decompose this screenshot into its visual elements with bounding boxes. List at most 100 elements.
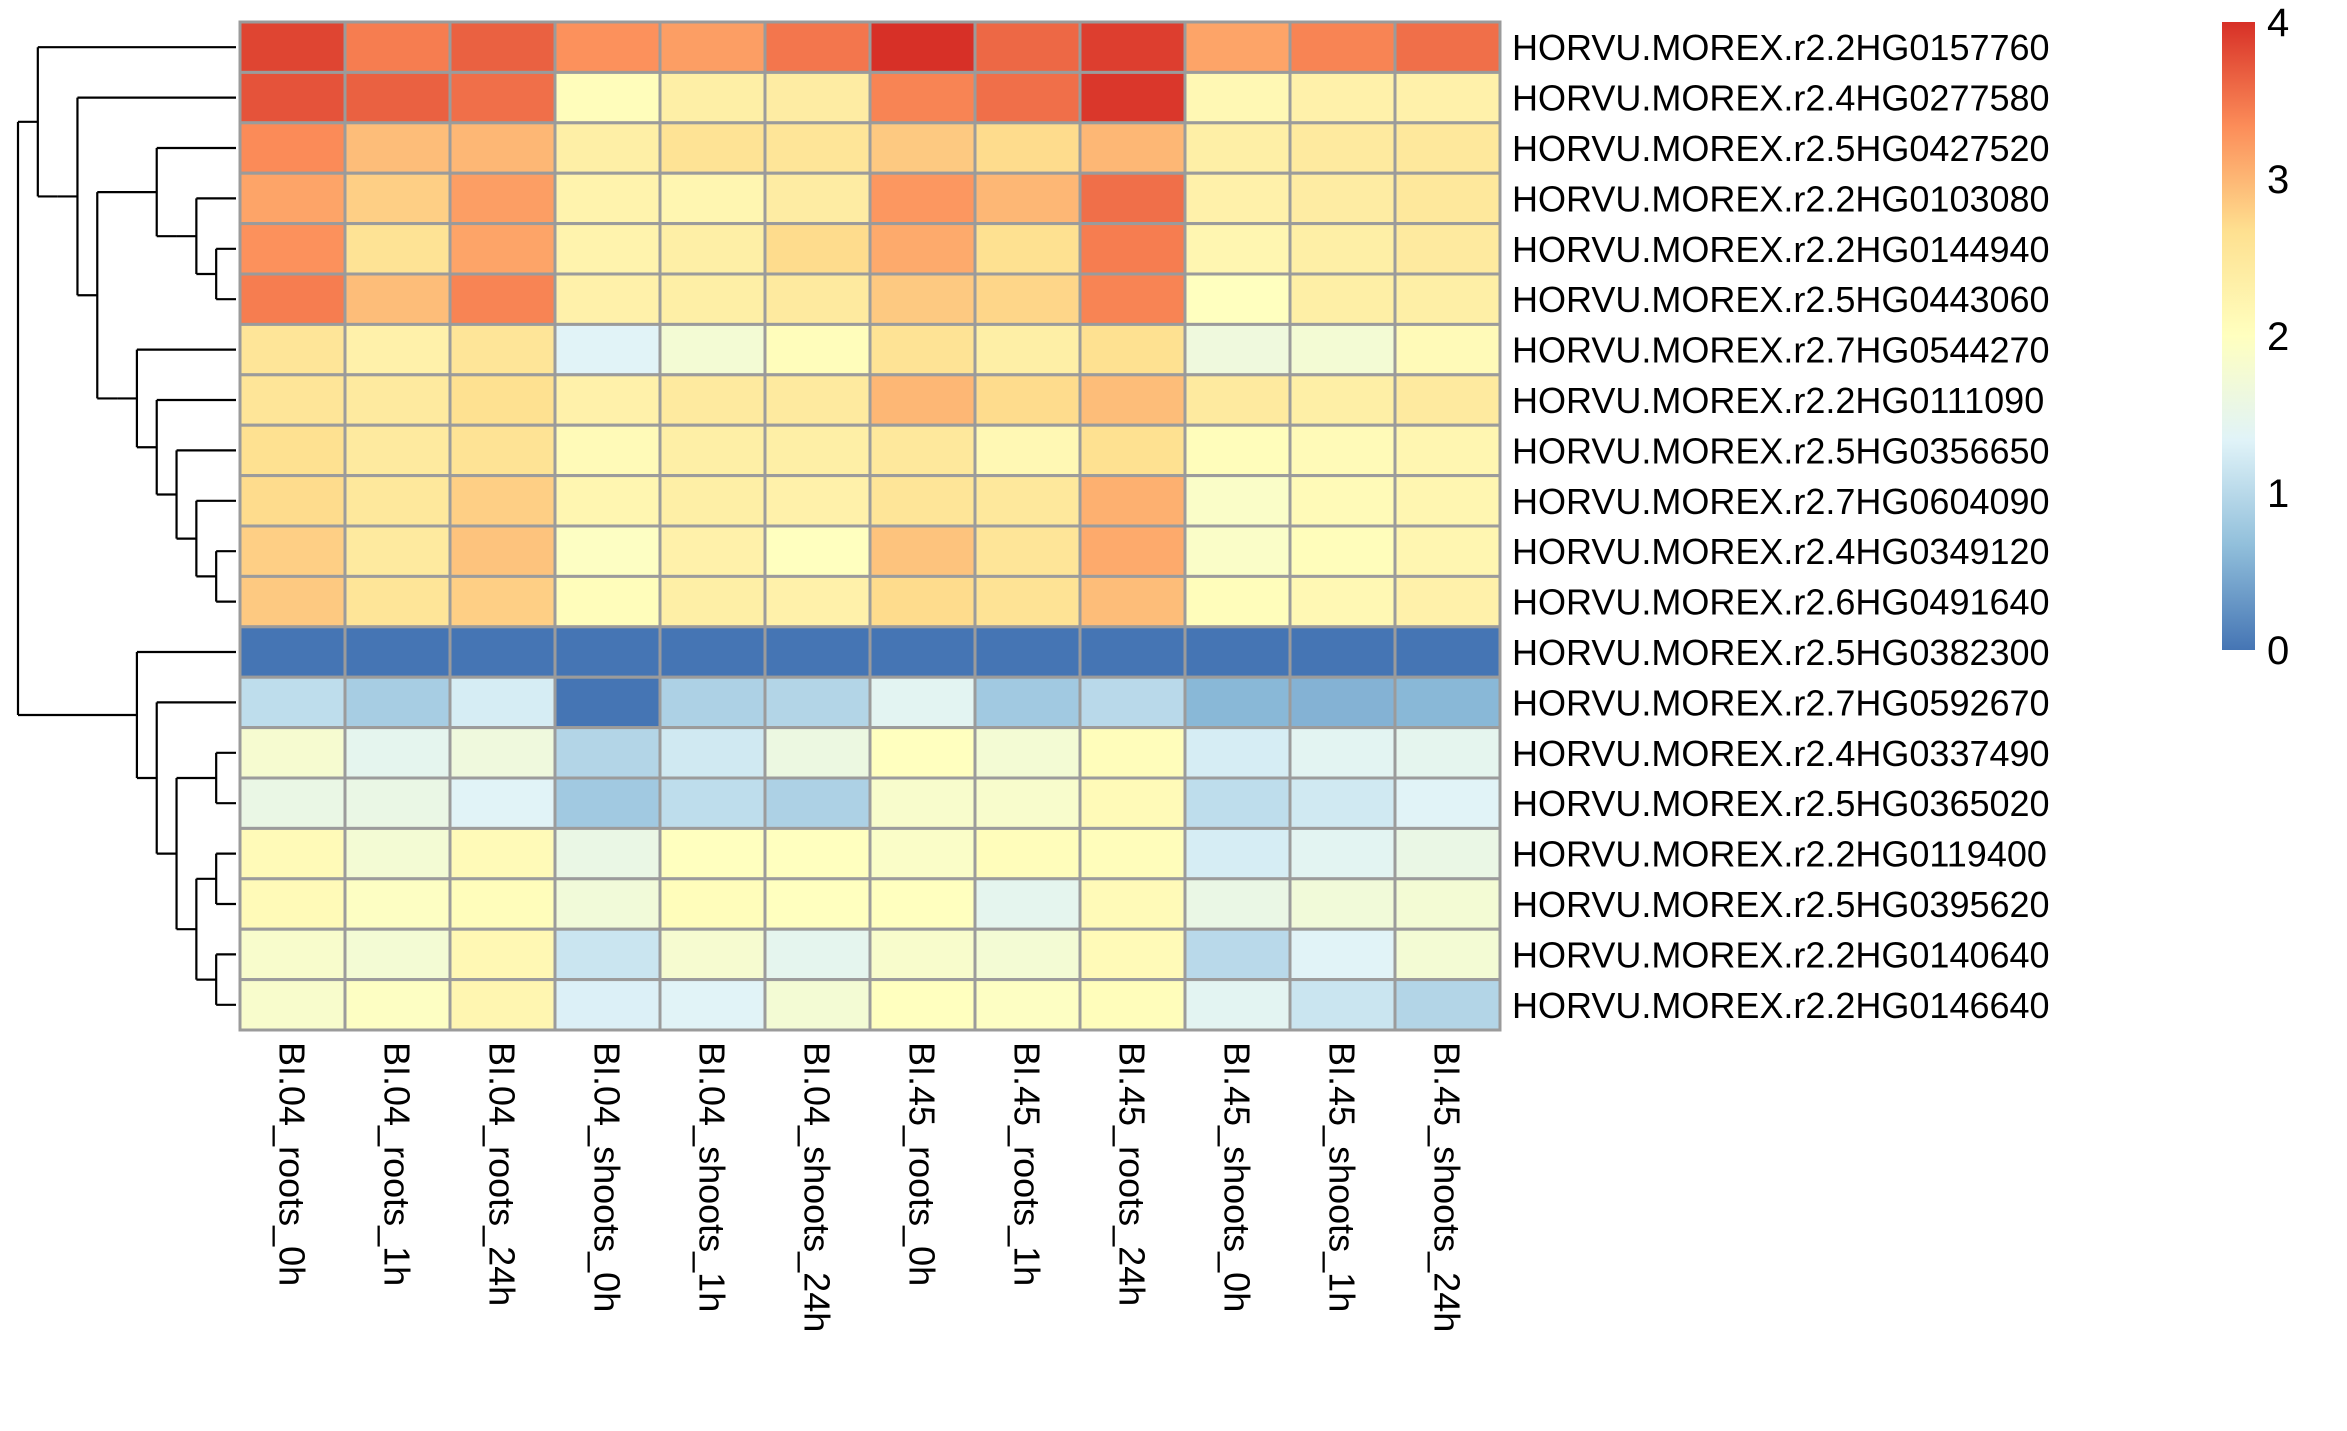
- heatmap-cell: [868, 70, 977, 125]
- heatmap-cell: [448, 574, 557, 629]
- heatmap-cell: [973, 927, 1082, 982]
- heatmap-cell: [973, 373, 1082, 427]
- heatmap-cell: [973, 423, 1082, 478]
- heatmap-cell: [1078, 121, 1187, 175]
- heatmap-cell: [868, 373, 977, 427]
- heatmap-cell: [238, 474, 347, 528]
- heatmap-cell: [553, 978, 662, 1032]
- heatmap-cell: [1078, 171, 1187, 226]
- heatmap-cell: [238, 322, 347, 377]
- heatmap-cell: [1393, 70, 1502, 125]
- heatmap-cell: [1078, 524, 1187, 578]
- heatmap-cell: [1288, 776, 1397, 830]
- heatmap-cell: [973, 826, 1082, 881]
- heatmap-cell: [1078, 70, 1187, 125]
- heatmap-cell: [343, 524, 452, 578]
- heatmap-cell: [868, 776, 977, 830]
- heatmap-cell: [553, 121, 662, 175]
- heatmap-cell: [1393, 171, 1502, 226]
- heatmap-cell: [238, 574, 347, 629]
- heatmap-cell: [973, 322, 1082, 377]
- heatmap-cell: [238, 927, 347, 982]
- heatmap-cell: [1078, 877, 1187, 931]
- heatmap-cell: [658, 524, 767, 578]
- row-label: HORVU.MOREX.r2.5HG0395620: [1512, 884, 2050, 925]
- color-legend-tick-label: 4: [2267, 1, 2289, 45]
- heatmap-cell: [1288, 171, 1397, 226]
- column-label: BI.04_shoots_24h: [797, 1042, 838, 1332]
- heatmap-cell: [658, 574, 767, 629]
- heatmap-cell: [658, 826, 767, 881]
- heatmap-cell: [448, 524, 557, 578]
- heatmap-cell: [973, 70, 1082, 125]
- row-label: HORVU.MOREX.r2.7HG0592670: [1512, 682, 2050, 723]
- heatmap-cell: [973, 726, 1082, 780]
- heatmap-cell: [1393, 373, 1502, 427]
- heatmap-cell: [448, 121, 557, 175]
- heatmap-cell: [1288, 625, 1397, 679]
- heatmap-cell: [763, 726, 872, 780]
- heatmap-cell: [763, 423, 872, 478]
- heatmap-cell: [868, 423, 977, 478]
- heatmap-cell: [1078, 726, 1187, 780]
- heatmap-cell: [763, 322, 872, 377]
- heatmap-cell: [1288, 726, 1397, 780]
- heatmap-cell: [553, 20, 662, 74]
- heatmap-cell: [343, 222, 452, 276]
- row-label: HORVU.MOREX.r2.7HG0604090: [1512, 481, 2050, 522]
- heatmap-cell: [1078, 272, 1187, 326]
- heatmap-cell: [553, 776, 662, 830]
- heatmap-cell: [448, 726, 557, 780]
- heatmap-cell: [763, 373, 872, 427]
- heatmap-cell: [1078, 625, 1187, 679]
- heatmap-cell: [553, 70, 662, 125]
- heatmap-cell: [343, 20, 452, 74]
- heatmap-cell: [658, 322, 767, 377]
- heatmap-cell: [1393, 826, 1502, 881]
- heatmap-cell: [868, 877, 977, 931]
- heatmap-cell: [1078, 222, 1187, 276]
- row-label: HORVU.MOREX.r2.4HG0349120: [1512, 531, 2050, 572]
- heatmap-cell: [868, 625, 977, 679]
- heatmap-cell: [553, 322, 662, 377]
- heatmap-cell: [1393, 776, 1502, 830]
- column-label: BI.45_shoots_0h: [1217, 1042, 1258, 1312]
- heatmap-cells: [238, 20, 1502, 1032]
- heatmap-cell: [238, 222, 347, 276]
- heatmap-cell: [973, 272, 1082, 326]
- heatmap-cell: [658, 121, 767, 175]
- heatmap-cell: [763, 877, 872, 931]
- heatmap-cell: [658, 726, 767, 780]
- row-label: HORVU.MOREX.r2.5HG0427520: [1512, 128, 2050, 169]
- heatmap-cell: [658, 927, 767, 982]
- heatmap-cell: [1183, 675, 1292, 730]
- heatmap-cell: [973, 675, 1082, 730]
- column-label: BI.45_shoots_1h: [1322, 1042, 1363, 1312]
- heatmap-cell: [1393, 726, 1502, 780]
- heatmap-cell: [763, 675, 872, 730]
- heatmap-cell: [973, 776, 1082, 830]
- row-label: HORVU.MOREX.r2.2HG0119400: [1512, 834, 2047, 875]
- color-legend-ticks: 0 1 2 3 4: [2267, 1, 2289, 673]
- heatmap-cell: [1183, 474, 1292, 528]
- heatmap-cell: [658, 776, 767, 830]
- heatmap-cell: [1288, 272, 1397, 326]
- heatmap-cell: [343, 322, 452, 377]
- heatmap-cell: [1078, 826, 1187, 881]
- heatmap-cell: [868, 726, 977, 780]
- heatmap-cell: [868, 121, 977, 175]
- heatmap-cell: [1288, 121, 1397, 175]
- heatmap-cell: [1078, 373, 1187, 427]
- heatmap-cell: [448, 776, 557, 830]
- heatmap-cell: [973, 20, 1082, 74]
- color-legend-tick-label: 3: [2267, 158, 2289, 202]
- heatmap-cell: [448, 877, 557, 931]
- heatmap-cell: [1078, 474, 1187, 528]
- heatmap-cell: [763, 474, 872, 528]
- heatmap-cell: [1183, 272, 1292, 326]
- heatmap-cell: [343, 826, 452, 881]
- heatmap-cell: [448, 272, 557, 326]
- row-label: HORVU.MOREX.r2.2HG0144940: [1512, 229, 2050, 270]
- heatmap-cell: [658, 272, 767, 326]
- heatmap-cell: [1183, 322, 1292, 377]
